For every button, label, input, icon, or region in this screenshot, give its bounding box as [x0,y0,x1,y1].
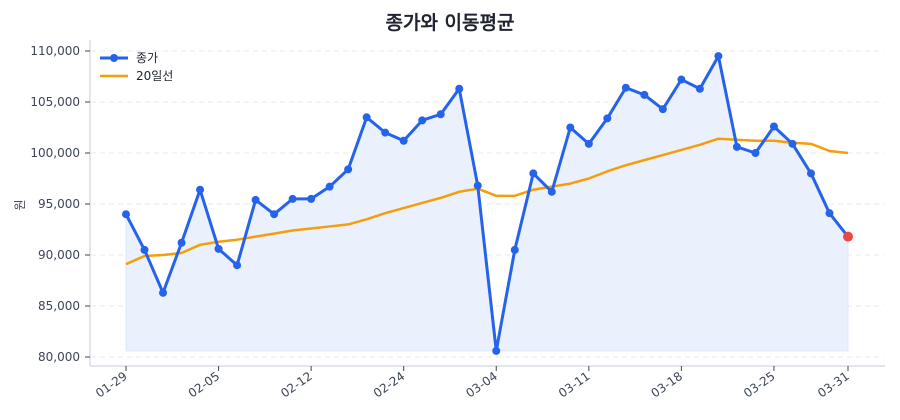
y-tick-label: 105,000 [30,95,80,109]
data-point-marker [325,182,334,191]
x-tick-label: 02-12 [278,369,315,400]
x-tick-label: 03-18 [649,369,686,400]
data-point-marker [677,75,686,84]
data-point-marker [399,136,408,145]
data-point-marker [788,139,797,148]
y-tick-label: 95,000 [38,197,80,211]
axes [89,40,885,367]
x-tick-label: 03-11 [556,369,593,400]
data-point-marker [547,187,556,196]
data-point-marker [288,194,297,203]
x-tick-label: 03-25 [741,369,778,400]
data-point-marker [140,245,149,254]
x-tick-label: 03-31 [815,369,852,400]
data-point-marker [344,165,353,174]
y-tick-label: 85,000 [38,299,80,313]
data-point-marker [381,128,390,137]
chart-title: 종가와 이동평균 [385,12,515,34]
y-tick-label: 110,000 [30,44,80,58]
y-axis-label: 원 [13,199,27,210]
data-point-marker [714,52,723,61]
x-tick-label: 02-24 [371,369,408,400]
legend-label-ma20: 20일선 [136,69,173,83]
data-point-marker [177,238,186,247]
data-point-marker [695,84,704,93]
data-point-marker [640,90,649,99]
data-point-marker [769,122,778,131]
data-point-marker [566,123,575,132]
data-point-marker [751,149,760,157]
data-point-marker [436,110,445,119]
data-point-marker [122,210,130,219]
x-tick-label: 03-04 [463,369,500,400]
data-point-marker [658,105,667,114]
y-tick-label: 80,000 [38,350,80,364]
data-point-marker [825,209,834,218]
data-point-marker [270,210,279,219]
x-tick-label: 01-29 [93,369,130,400]
legend-close-marker-icon [110,54,118,62]
data-point-marker [492,346,501,355]
data-point-marker [732,142,741,151]
data-point-marker [584,139,593,148]
close-price-markers [122,52,853,355]
last-price-marker [843,231,853,242]
x-tick-label: 02-05 [186,369,223,400]
data-point-marker [806,169,815,178]
data-point-marker [473,181,482,190]
close-price-line [124,54,850,353]
data-point-marker [159,288,168,297]
legend: 종가 20일선 [100,51,173,83]
data-point-marker [510,245,519,254]
y-axis-ticks: 80,000 85,000 90,000 95,000 100,000 105,000 11… [30,44,90,364]
x-axis-ticks: 01-29 02-05 02-12 02-24 03-04 03-11 03-18 03-25… [93,366,852,400]
data-point-marker [621,83,630,92]
data-point-marker [307,194,316,203]
data-point-marker [214,244,223,253]
data-point-marker [455,84,464,93]
data-point-marker [529,169,538,178]
ma20-line [125,137,849,266]
data-point-marker [196,185,205,194]
legend-label-close: 종가 [136,51,158,65]
data-point-marker [251,195,260,204]
data-point-marker [233,261,242,270]
data-point-marker [362,113,371,122]
data-point-marker [418,116,427,125]
close-area-fill [125,54,849,352]
data-point-marker [603,114,612,123]
y-tick-label: 100,000 [30,146,80,160]
y-tick-label: 90,000 [38,248,80,262]
